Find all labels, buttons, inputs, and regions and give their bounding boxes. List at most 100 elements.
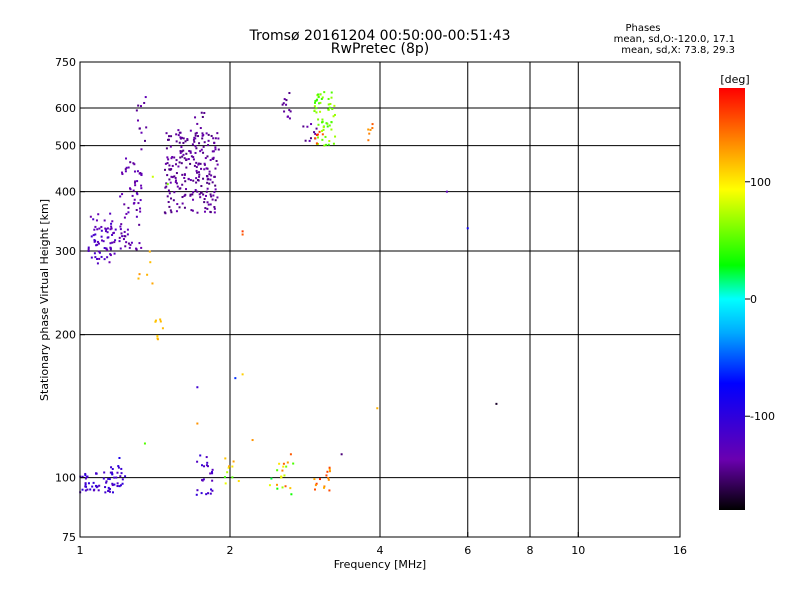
echo-point — [283, 98, 286, 101]
echo-point — [175, 133, 178, 136]
echo-point — [84, 482, 87, 485]
echo-point — [181, 196, 184, 199]
echo-point — [196, 460, 199, 463]
echo-point — [173, 156, 176, 159]
echo-point — [104, 491, 107, 494]
echo-point — [98, 484, 101, 487]
echo-point — [120, 472, 123, 475]
echo-point — [171, 164, 174, 167]
echo-point — [168, 168, 171, 171]
x-axis-label: Frequency [MHz] — [334, 558, 426, 571]
echo-point — [213, 175, 216, 178]
echo-point — [87, 248, 90, 251]
echo-point — [280, 476, 283, 479]
echo-point — [319, 110, 322, 113]
echo-point — [173, 191, 176, 194]
echo-point — [208, 173, 211, 176]
echo-point — [368, 132, 371, 135]
echo-point — [195, 161, 198, 164]
echo-point — [209, 178, 212, 181]
echo-point — [179, 156, 182, 159]
echo-point — [180, 150, 183, 153]
echo-point — [165, 185, 168, 188]
echo-point — [127, 211, 130, 214]
echo-point — [320, 121, 323, 124]
echo-point — [181, 155, 184, 158]
echo-point — [205, 167, 208, 170]
echo-point — [289, 110, 292, 113]
echo-point — [206, 178, 209, 181]
echo-point — [196, 211, 199, 214]
echo-point — [189, 179, 192, 182]
echo-point — [284, 485, 287, 488]
echo-point — [104, 230, 107, 233]
echo-point — [131, 194, 134, 197]
echo-point — [211, 150, 214, 153]
echo-point — [114, 228, 117, 231]
echo-point — [140, 184, 143, 187]
echo-point — [96, 228, 99, 231]
echo-point — [138, 127, 141, 130]
echo-point — [136, 170, 139, 173]
echo-point — [313, 131, 316, 134]
echo-point — [223, 476, 226, 479]
echo-point — [182, 137, 185, 140]
echo-point — [84, 489, 87, 492]
echo-point — [445, 190, 448, 193]
echo-point — [136, 193, 139, 196]
echo-point — [199, 191, 202, 194]
echo-point — [203, 465, 206, 468]
echo-point — [139, 207, 142, 210]
echo-point — [318, 130, 321, 133]
echo-point — [174, 179, 177, 182]
echo-point — [205, 464, 208, 467]
echo-point — [95, 244, 98, 247]
echo-point — [138, 242, 141, 245]
echo-point — [107, 486, 110, 489]
echo-point — [105, 248, 108, 251]
echo-point — [328, 140, 331, 143]
echo-point — [214, 167, 217, 170]
echo-point — [92, 234, 95, 237]
echo-point — [327, 103, 330, 106]
echo-point — [125, 241, 128, 244]
echo-point — [156, 334, 159, 337]
echo-point — [94, 233, 97, 236]
echo-point — [241, 233, 244, 236]
echo-point — [185, 158, 188, 161]
echo-point — [175, 172, 178, 175]
echo-point — [231, 476, 234, 479]
echo-point — [207, 203, 210, 206]
echo-point — [317, 118, 320, 121]
x-tick-label: 16 — [673, 544, 687, 557]
echo-point — [333, 104, 336, 107]
echo-point — [326, 470, 329, 473]
echo-point — [184, 140, 187, 143]
echo-point — [210, 195, 213, 198]
echo-point — [103, 258, 106, 261]
echo-point — [151, 175, 154, 178]
echo-point — [224, 457, 227, 460]
echo-point — [323, 486, 326, 489]
x-tick-label: 2 — [227, 544, 234, 557]
echo-point — [109, 246, 112, 249]
echo-point — [182, 153, 185, 156]
echo-point — [182, 149, 185, 152]
x-tick-label: 1 — [77, 544, 84, 557]
echo-point — [107, 236, 110, 239]
echo-point — [193, 140, 196, 143]
echo-point — [193, 164, 196, 167]
echo-point — [111, 491, 114, 494]
echo-point — [171, 176, 174, 179]
echo-point — [126, 228, 129, 231]
echo-point — [178, 131, 181, 134]
echo-point — [132, 202, 135, 205]
echo-point — [231, 465, 234, 468]
y-tick-label: 100 — [55, 472, 76, 485]
echo-point — [133, 163, 136, 166]
echo-point — [315, 134, 318, 137]
echo-point — [140, 148, 143, 151]
echo-point — [185, 166, 188, 169]
echo-point — [324, 135, 327, 138]
echo-point — [207, 144, 210, 147]
